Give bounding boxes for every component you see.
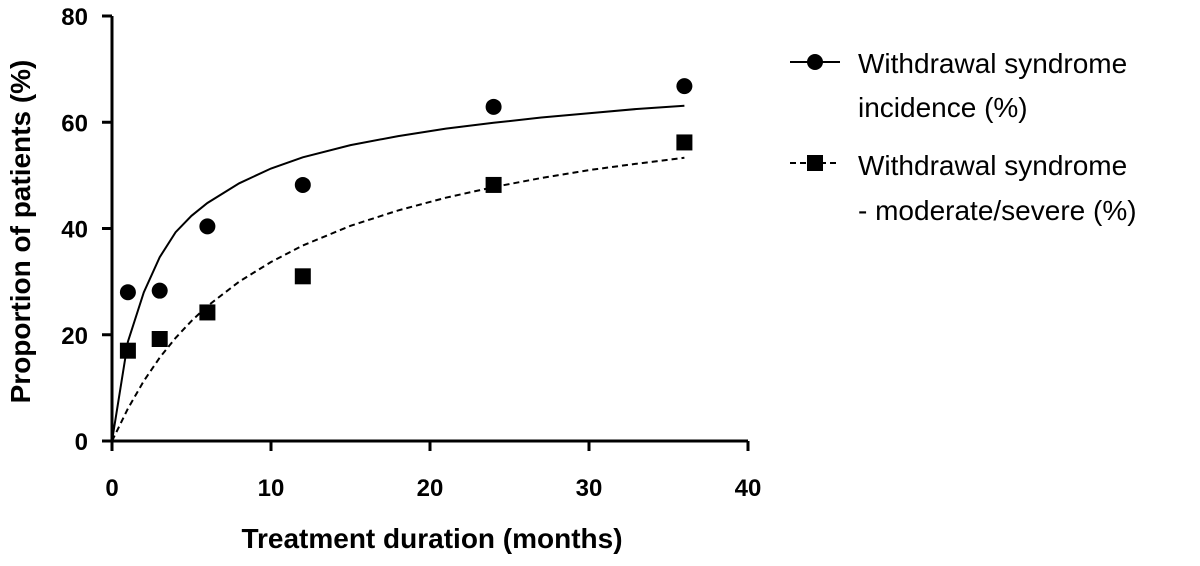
y-tick-label: 40: [61, 217, 88, 244]
data-point-series-2: [676, 134, 693, 151]
data-point-series-2: [199, 304, 216, 321]
y-tick-label: 60: [61, 110, 88, 137]
x-axis-title: Treatment duration (months): [241, 523, 622, 554]
y-axis-title: Proportion of patients (%): [5, 60, 36, 404]
legend: Withdrawal syndrome incidence (%) Withdraw…: [790, 48, 1137, 226]
y-tick-label: 80: [61, 4, 88, 31]
x-tick-label: 10: [258, 475, 285, 502]
fit-curves: [111, 104, 685, 442]
x-tick-label: 40: [735, 475, 762, 502]
legend-label-series-2: Withdrawal syndrome: [858, 150, 1127, 181]
axes: 0 10 20 30 40 0 20 40 60 80 Treatment duration (mo…: [5, 4, 761, 554]
y-tick-label: 20: [61, 323, 88, 350]
data-point-series-2: [151, 331, 168, 347]
data-point-series-2: [294, 268, 311, 285]
y-tick-label: 0: [75, 429, 88, 456]
fit-curve-series-2: [111, 156, 685, 442]
data-point-series-1: [151, 282, 168, 299]
x-tick-label: 20: [417, 475, 444, 502]
data-point-series-1: [485, 98, 502, 115]
x-tick-label: 30: [576, 475, 603, 502]
data-markers: [119, 78, 693, 359]
legend-label-series-1: Withdrawal syndrome: [858, 48, 1127, 79]
data-point-series-2: [119, 342, 136, 359]
data-point-series-1: [294, 176, 311, 193]
data-point-series-1: [119, 284, 136, 301]
legend-label-series-2: - moderate/severe (%): [858, 195, 1137, 226]
legend-marker-series-2: [807, 155, 823, 171]
legend-marker-series-1: [807, 54, 823, 70]
data-point-series-1: [676, 78, 693, 95]
fit-curve-series-1: [111, 104, 685, 442]
x-tick-label: 0: [105, 475, 118, 502]
data-point-series-2: [485, 176, 502, 193]
data-point-series-1: [199, 218, 216, 235]
legend-label-series-1: incidence (%): [858, 92, 1028, 123]
